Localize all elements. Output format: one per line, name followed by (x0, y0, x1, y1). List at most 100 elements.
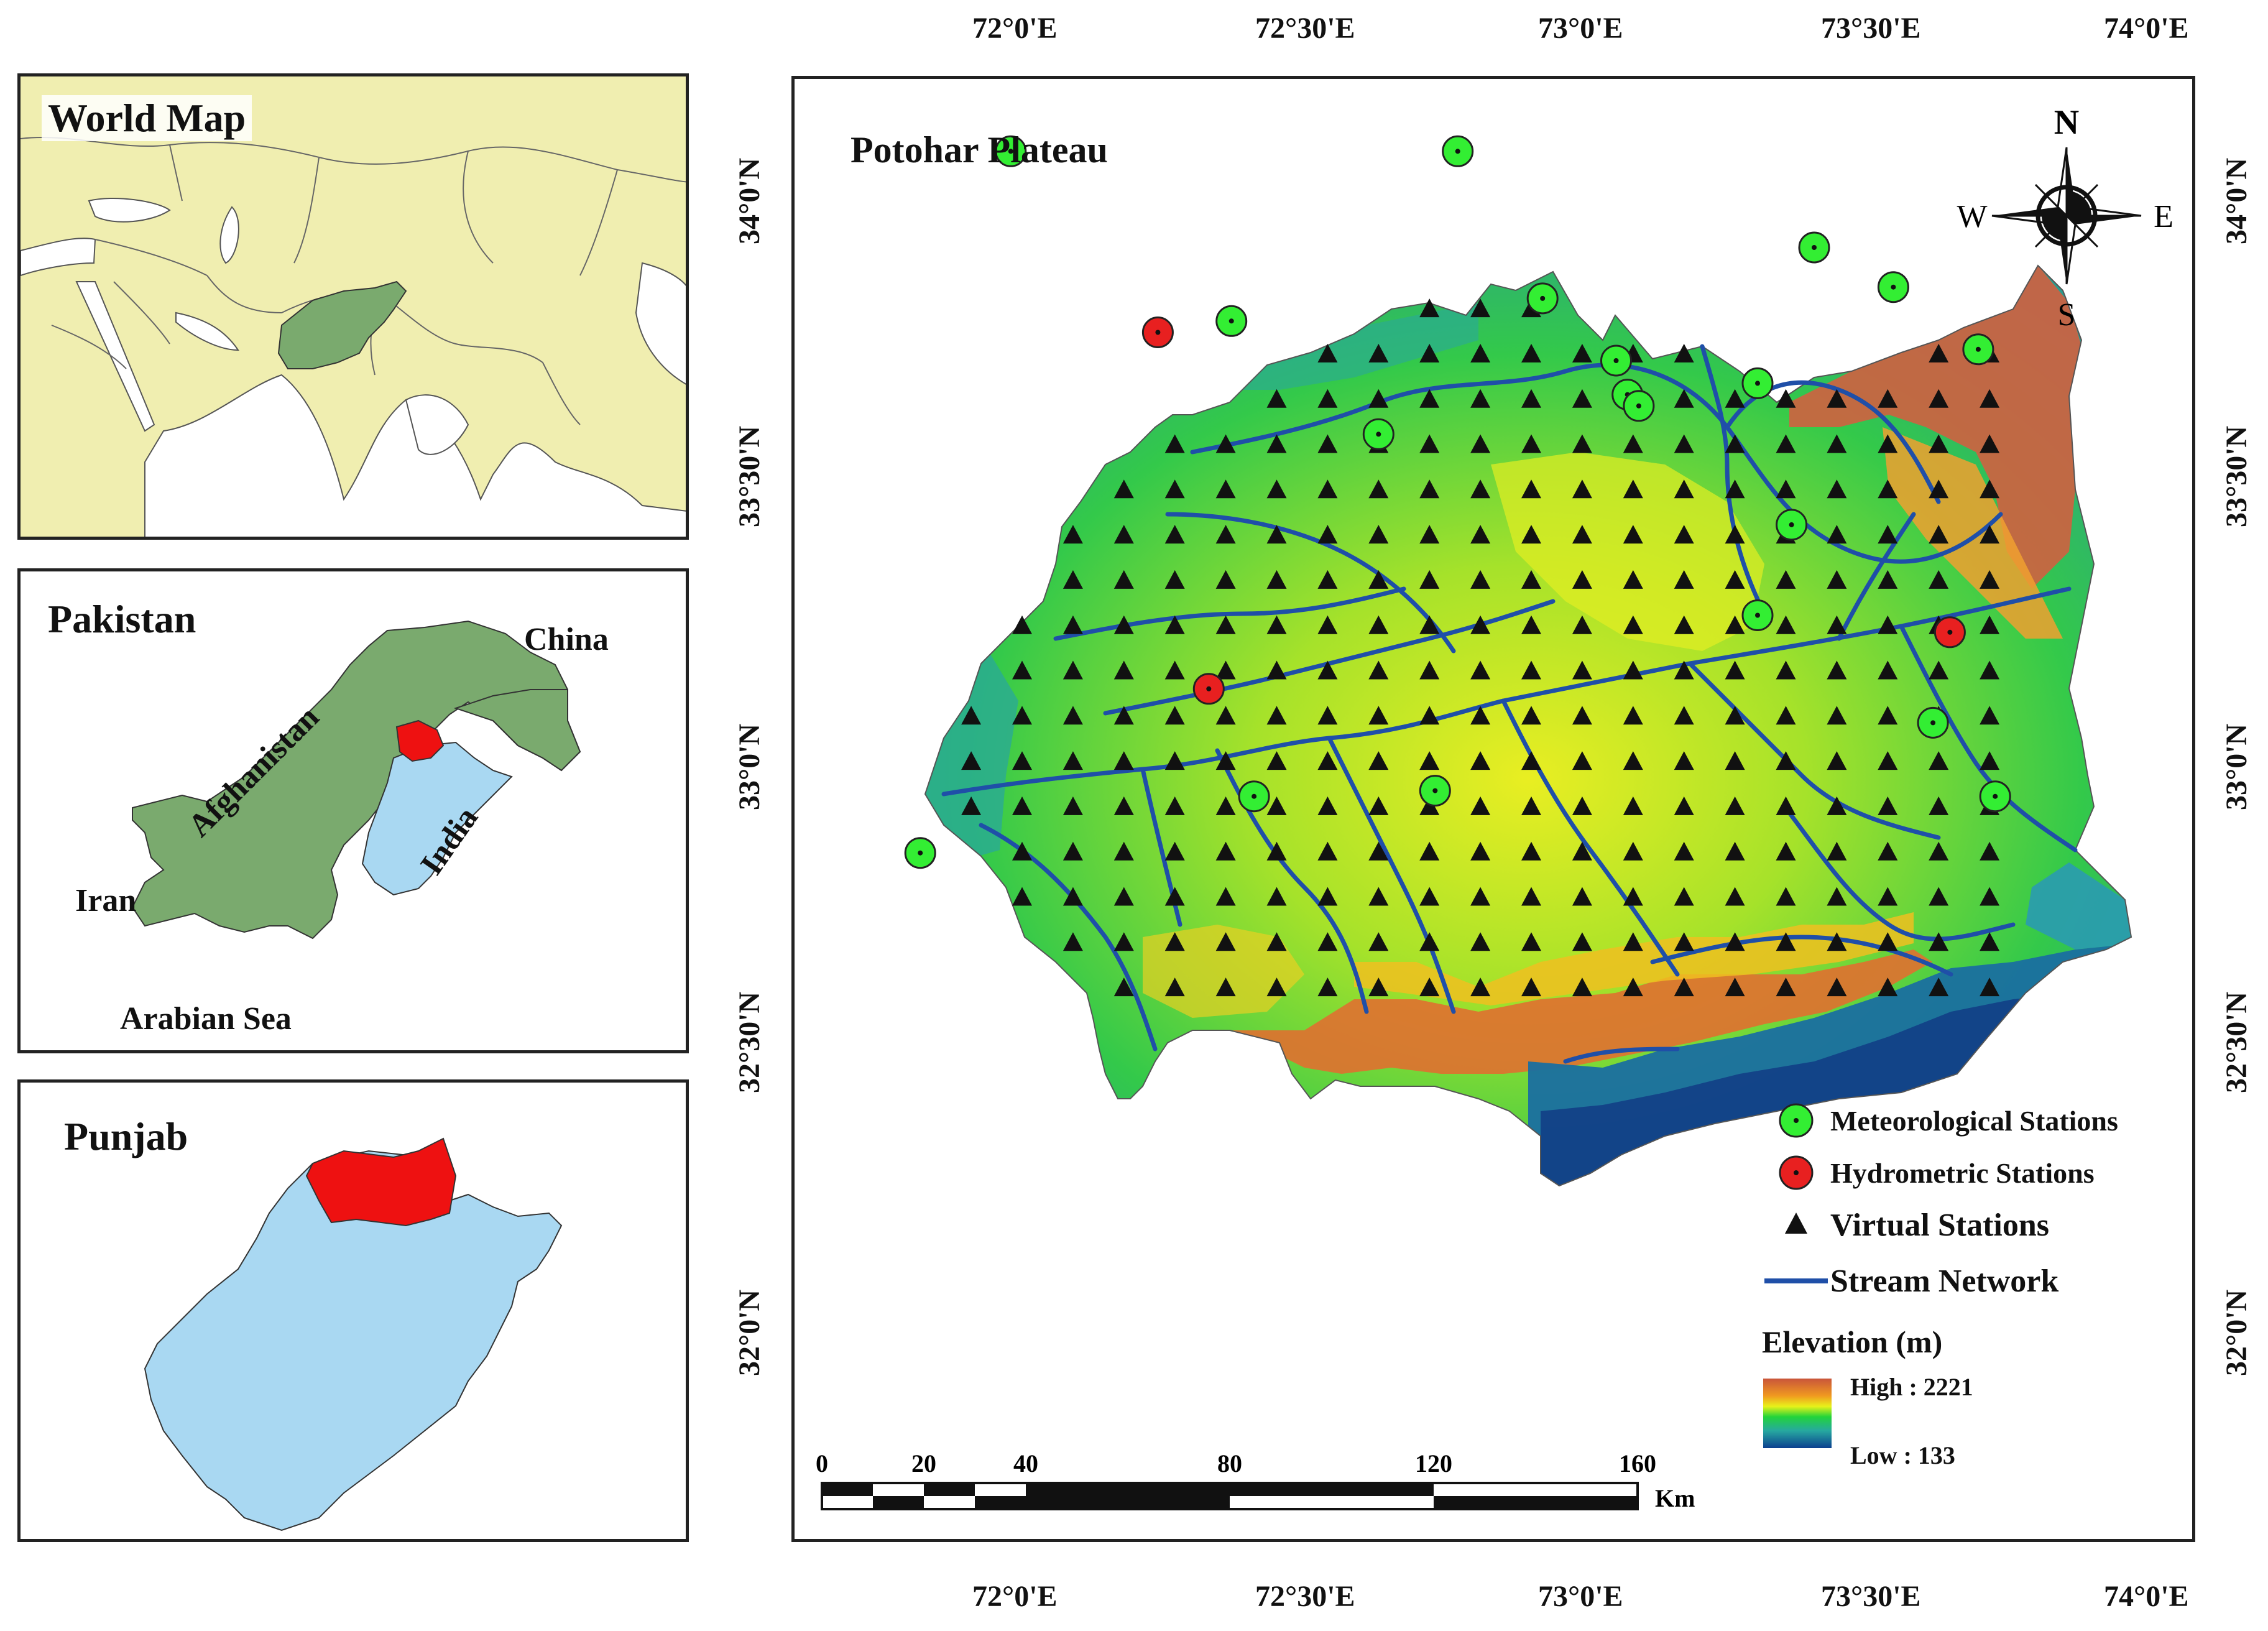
virtual-station (1470, 932, 1491, 951)
punjab-title: Punjab (64, 1114, 188, 1158)
virtual-station (1980, 887, 2000, 906)
stream-central-1 (1053, 586, 1406, 641)
lat-tick-right: 32°30'N (2220, 991, 2253, 1093)
virtual-station (1521, 434, 1541, 453)
scale-label-120: 120 (1415, 1449, 1452, 1477)
virtual-station (1164, 841, 1185, 861)
virtual-station (1063, 525, 1083, 544)
legend-meteorological: Meteorological Stations (1762, 1099, 2118, 1142)
virtual-station (1929, 751, 1949, 770)
scale-label-80: 80 (1217, 1449, 1242, 1477)
meteorological-station-center (1993, 793, 1998, 799)
pakistan-panel: Pakistan China Afghanistan India Iran Ar… (17, 568, 689, 1053)
virtual-station (1623, 932, 1643, 951)
virtual-station (1419, 615, 1440, 634)
bay-of-bengal (405, 394, 469, 455)
legend: Meteorological Stations Hydrometric Stat… (1762, 1099, 2191, 1534)
lat-tick-right: 34°0'N (2220, 157, 2253, 244)
virtual-station (1521, 660, 1541, 680)
virtual-station (1776, 977, 1796, 997)
potohar-region-shape (305, 1137, 457, 1227)
black-sea (88, 198, 171, 223)
virtual-station (1317, 977, 1338, 997)
virtual-station (1368, 841, 1389, 861)
virtual-station (1827, 841, 1847, 861)
virtual-station (1368, 570, 1389, 589)
compass-n: N (2054, 103, 2079, 142)
virtual-station (1521, 932, 1541, 951)
lon-tick-top: 73°0'E (1538, 12, 1623, 45)
virtual-station (1878, 389, 1898, 408)
meteorological-station-center (1789, 522, 1794, 527)
meteorological-station-center (1613, 358, 1619, 363)
virtual-station (1164, 570, 1185, 589)
virtual-station (1063, 841, 1083, 861)
pakistan-country (131, 620, 581, 940)
virtual-station (1878, 841, 1898, 861)
lat-tick-left: 33°30'N (733, 425, 766, 527)
virtual-station (1012, 751, 1032, 770)
virtual-station (1521, 615, 1541, 634)
virtual-station (1980, 841, 2000, 861)
virtual-station (961, 796, 982, 815)
virtual-station (1215, 479, 1236, 499)
virtual-station (1113, 570, 1134, 589)
virtual-station (1623, 660, 1643, 680)
virtual-station (1674, 977, 1694, 997)
stream-northeast (1700, 344, 1767, 616)
pakistan-map-svg (131, 620, 581, 940)
virtual-station (1470, 706, 1491, 725)
virtual-station (1164, 525, 1185, 544)
virtual-stations-layer (961, 298, 2000, 997)
virtual-station (1674, 479, 1694, 499)
caspian-sea (219, 206, 239, 264)
meteorological-station-center (1755, 381, 1760, 386)
virtual-station (1878, 796, 1898, 815)
virtual-station (1317, 932, 1338, 951)
stream-northwest (1165, 512, 1456, 654)
virtual-station (1419, 525, 1440, 544)
virtual-station (1266, 706, 1287, 725)
virtual-station (1419, 479, 1440, 499)
meteorological-station-center (1455, 149, 1460, 154)
virtual-station (1623, 570, 1643, 589)
virtual-station (1063, 932, 1083, 951)
virtual-station (1317, 434, 1338, 453)
virtual-station (1674, 615, 1694, 634)
virtual-station (1674, 932, 1694, 951)
legend-hydrometric-label: Hydrometric Stations (1830, 1157, 2095, 1189)
virtual-station (1113, 932, 1134, 951)
virtual-station (1113, 706, 1134, 725)
virtual-station (1419, 570, 1440, 589)
virtual-station (1878, 932, 1898, 951)
virtual-station (1164, 434, 1185, 453)
compass-w: W (1957, 199, 1987, 234)
scale-unit: Km (1655, 1484, 1695, 1512)
virtual-station (1878, 977, 1898, 997)
virtual-station (1725, 434, 1745, 453)
virtual-station (1878, 434, 1898, 453)
virtual-station (1470, 887, 1491, 906)
scale-label-0: 0 (816, 1449, 828, 1477)
virtual-station (1623, 751, 1643, 770)
virtual-station (1419, 796, 1440, 815)
legend-elevation-title: Elevation (m) (1762, 1324, 1943, 1359)
virtual-station (1878, 706, 1898, 725)
hydrometric-stations-layer (1141, 316, 1966, 705)
virtual-station (1623, 841, 1643, 861)
virtual-station (1623, 615, 1643, 634)
meteorological-station-center (1930, 720, 1936, 726)
virtual-station (1012, 796, 1032, 815)
virtual-station (1470, 660, 1491, 680)
virtual-station (1113, 479, 1134, 499)
virtual-station (1419, 660, 1440, 680)
elevation-high-label: High : 2221 (1850, 1373, 1973, 1401)
virtual-station (1623, 525, 1643, 544)
map-title: Potohar Plateau (850, 129, 1108, 170)
virtual-station (1725, 796, 1745, 815)
virtual-station (1012, 887, 1032, 906)
virtual-station (1317, 660, 1338, 680)
virtual-station (1572, 932, 1592, 951)
world-map-title: World Map (42, 95, 252, 141)
mediterranean (21, 238, 96, 277)
